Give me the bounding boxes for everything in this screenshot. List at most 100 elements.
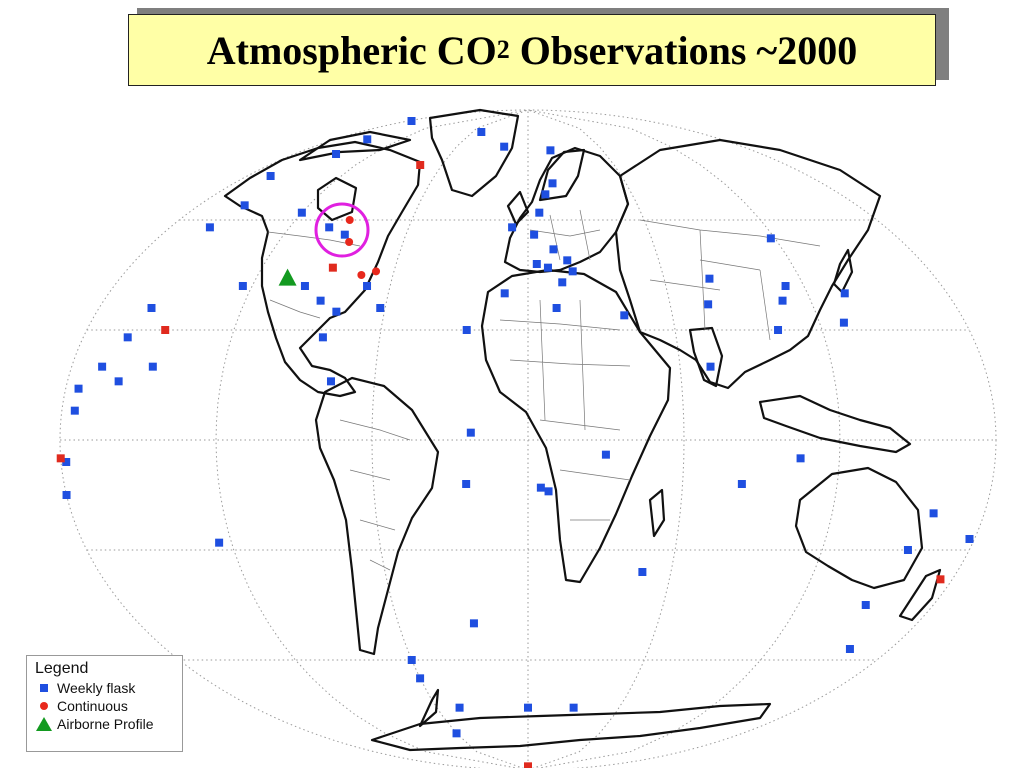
weekly-flask-marker	[462, 480, 471, 488]
weekly-flask-marker	[524, 703, 532, 712]
north-america-outline	[223, 140, 422, 398]
weekly-flask-marker	[114, 377, 123, 386]
weekly-flask-marker	[781, 282, 790, 290]
weekly-flask-marker	[706, 362, 715, 371]
weekly-flask-marker	[477, 128, 486, 136]
south-america-borders	[339, 419, 411, 571]
continuous-square-marker	[56, 454, 65, 463]
map-outline	[59, 109, 997, 768]
highlight-circle	[314, 202, 370, 258]
weekly-flask-marker	[469, 619, 478, 628]
weekly-flask-marker	[929, 509, 938, 518]
legend-item-weekly-flask: Weekly flask	[35, 679, 174, 697]
antarctic-peninsula-outline	[418, 688, 440, 728]
weekly-flask-marker	[861, 601, 870, 609]
weekly-flask-marker	[737, 480, 746, 488]
arctic-islands-outline	[298, 130, 412, 162]
weekly-flask-marker	[340, 230, 349, 239]
weekly-flask-marker	[552, 304, 561, 312]
weekly-flask-marker	[548, 179, 557, 188]
country-borders	[267, 209, 821, 571]
red-circle-icon	[35, 702, 53, 710]
weekly-flask-marker	[240, 201, 249, 210]
continuous-marker	[345, 238, 354, 246]
antarctica-outline	[370, 702, 772, 752]
weekly-flask-marker	[62, 458, 71, 466]
title-subscript: 2	[496, 35, 510, 64]
europe-borders	[529, 209, 601, 261]
weekly-flask-marker	[705, 274, 714, 283]
africa-outline	[480, 268, 672, 584]
weekly-flask-marker	[407, 117, 416, 125]
weekly-flask-marker	[452, 729, 461, 738]
weekly-flask-marker	[500, 142, 509, 151]
india-outline	[688, 326, 724, 388]
weekly-flask-marker	[62, 491, 71, 499]
legend-label: Airborne Profile	[57, 716, 154, 732]
weekly-flask-marker	[376, 304, 385, 312]
weekly-flask-marker	[325, 223, 334, 232]
weekly-flask-marker	[620, 311, 629, 320]
title-prefix: Atmospheric CO	[206, 27, 497, 73]
graticule	[59, 109, 997, 768]
weekly-flask-marker	[205, 223, 214, 232]
green-triangle-icon	[35, 717, 53, 731]
continents	[223, 108, 942, 752]
weekly-flask-marker	[601, 450, 610, 459]
hudson-bay-outline	[316, 176, 358, 222]
legend-label: Continuous	[57, 698, 128, 714]
weekly-flask-marker	[845, 645, 854, 653]
africa-borders	[499, 299, 631, 521]
weekly-flask-marker	[332, 150, 341, 158]
weekly-flask-marker	[297, 208, 306, 217]
weekly-flask-marker	[541, 190, 550, 199]
weekly-flask-marker	[530, 230, 539, 239]
weekly-flask-marker	[300, 282, 309, 290]
weekly-flask-marker	[568, 267, 577, 276]
weekly-flask-marker	[766, 234, 775, 243]
weekly-flask-marker	[543, 263, 552, 272]
continuous-square-marker	[161, 326, 170, 334]
page-title: Atmospheric CO 2 Observations ~2000	[128, 14, 936, 86]
weekly-flask-marker	[462, 326, 471, 334]
weekly-flask-marker	[332, 307, 341, 316]
japan-outline	[832, 248, 854, 294]
meridian-line	[527, 109, 841, 768]
south-america-outline	[314, 376, 440, 656]
weekly-flask-marker	[98, 362, 107, 371]
continuous-marker	[345, 216, 354, 224]
weekly-flask-marker	[74, 384, 83, 393]
weekly-flask-marker	[546, 146, 555, 155]
continuous-square-marker	[936, 575, 945, 584]
weekly-flask-marker	[569, 703, 578, 712]
weekly-flask-marker	[704, 300, 713, 309]
weekly-flask-marker	[839, 318, 848, 327]
continuous-square-marker	[524, 762, 532, 768]
weekly-flask-marker	[363, 135, 372, 144]
continuous-marker	[357, 271, 366, 279]
weekly-flask-marker	[266, 172, 275, 180]
weekly-flask-marker	[123, 333, 132, 342]
continuous-square-marker	[328, 263, 337, 272]
weekly-flask-marker	[455, 703, 464, 712]
legend-label: Weekly flask	[57, 680, 136, 696]
weekly-flask-marker	[544, 487, 553, 496]
australia-outline	[794, 466, 924, 590]
meridian-line	[215, 109, 529, 768]
weekly-flask-marker	[466, 428, 475, 437]
weekly-flask-marker	[774, 326, 783, 334]
meridian-line	[371, 109, 529, 768]
new-zealand-outline	[898, 568, 942, 622]
weekly-flask-marker	[500, 289, 509, 298]
weekly-flask-marker	[549, 245, 558, 254]
weekly-flask-marker	[965, 535, 974, 543]
weekly-flask-marker	[563, 256, 572, 265]
scandinavia-outline	[538, 148, 586, 202]
us-mexico-border	[269, 299, 321, 319]
weekly-flask-marker	[70, 406, 79, 415]
us-canada-border	[267, 231, 361, 247]
madagascar-outline	[648, 488, 666, 538]
greenland-outline	[428, 108, 520, 198]
weekly-flask-marker	[363, 282, 372, 290]
